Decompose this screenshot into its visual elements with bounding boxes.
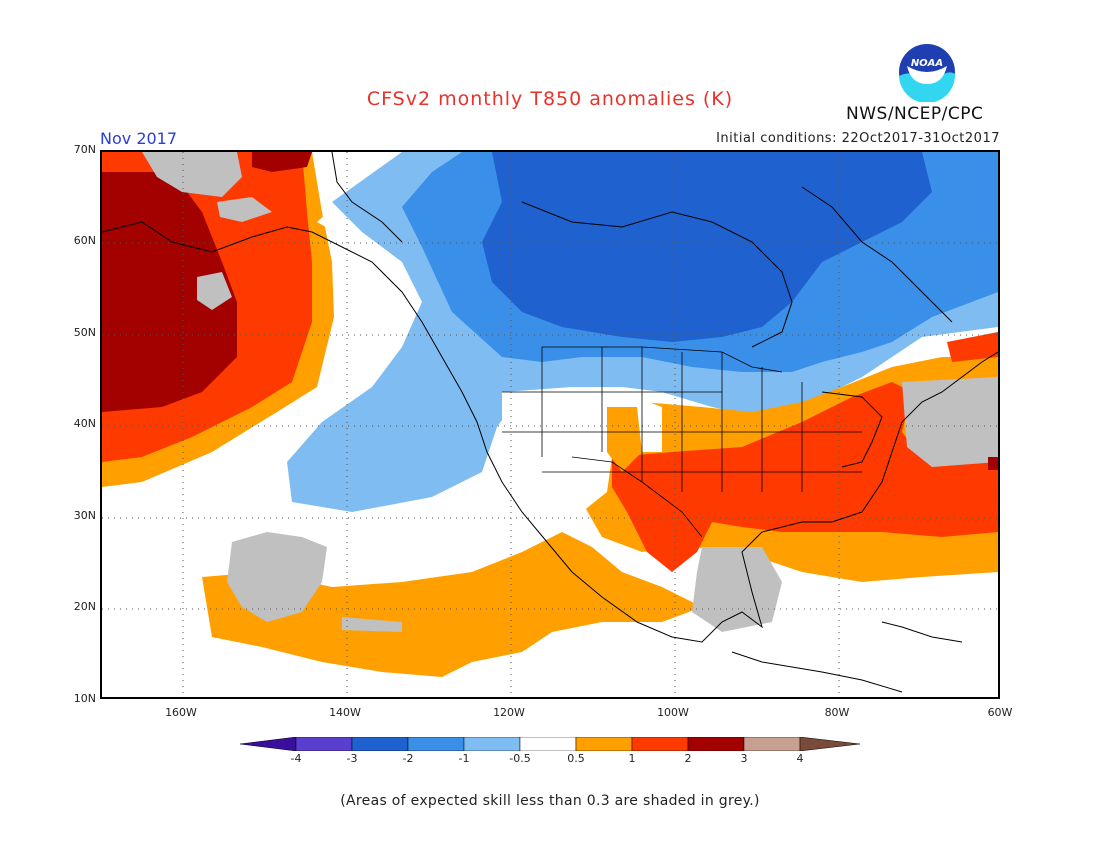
colorbar-tick-4: 4 [796, 752, 804, 765]
borders [502, 346, 862, 538]
colorbar-swatch-minus4-minus3 [295, 736, 353, 752]
lon-label-140w: 140W [329, 706, 361, 719]
colorbar-tick-minus4: -4 [290, 752, 302, 765]
colorbar-tick-minus3: -3 [346, 752, 358, 765]
colorbar-tick-minus0.5: -0.5 [509, 752, 531, 765]
colorbar-swatch-lt-minus4 [239, 736, 297, 752]
colorbar-swatch-minus2-minus1 [407, 736, 465, 752]
forecast-month-label: Nov 2017 [100, 129, 178, 148]
noaa-logo-text: NOAA [911, 58, 943, 69]
colorbar-tick-minus2: -2 [402, 752, 414, 765]
low-skill-alaska [142, 152, 242, 197]
lat-label-40n: 40N [73, 417, 96, 430]
low-skill-alaska-3 [217, 197, 272, 222]
chart-title: CFSv2 monthly T850 anomalies (K) [366, 88, 734, 110]
colorbar-tick-3: 3 [740, 752, 748, 765]
lon-label-160w: 160W [165, 706, 197, 719]
southwest-warm-patch [607, 407, 642, 472]
colorbar-swatch-minus1-minus0.5 [463, 736, 521, 752]
initial-conditions-label: Initial conditions: 22Oct2017-31Oct2017 [716, 131, 1000, 146]
agency-label: NWS/NCEP/CPC [846, 104, 984, 124]
colorbar-tick-minus1: -1 [458, 752, 470, 765]
coastlines [102, 152, 998, 693]
colorbar-swatch-2-3 [687, 736, 745, 752]
lat-label-70n: 70N [73, 143, 96, 156]
lon-label-60w: 60W [987, 706, 1013, 719]
alaska-anomaly-2-3 [252, 152, 312, 172]
low-skill-central-pacific [227, 532, 327, 622]
lat-label-10n: 10N [73, 692, 96, 705]
colorbar-swatch-neutral [519, 736, 577, 752]
pacific-anomaly-2-3 [102, 172, 237, 412]
low-skill-hawaii [342, 617, 402, 632]
lat-label-60n: 60N [73, 234, 96, 247]
low-skill-atlantic [902, 377, 998, 467]
tropical-anomaly-0.5-1 [202, 532, 702, 677]
lat-label-20n: 20N [73, 600, 96, 613]
atlantic-anomaly-2-3 [988, 457, 998, 470]
lon-label-80w: 80W [824, 706, 850, 719]
lon-label-100w: 100W [657, 706, 689, 719]
colorbar-tick-0.5: 0.5 [567, 752, 585, 765]
colorbar-swatch-minus3-minus2 [351, 736, 409, 752]
canada-anomaly-lt-2 [482, 152, 932, 342]
anomaly-map [100, 150, 1000, 699]
lat-label-30n: 30N [73, 509, 96, 522]
colorbar-tick-1: 1 [628, 752, 636, 765]
colorbar-swatch-0.5-1 [575, 736, 633, 752]
lon-label-120w: 120W [493, 706, 525, 719]
east-coast-warm-strip [947, 332, 998, 362]
colorbar-swatch-3-4 [743, 736, 801, 752]
low-skill-gulf [692, 547, 782, 632]
noaa-logo: NOAA [897, 42, 957, 106]
lat-label-50n: 50N [73, 326, 96, 339]
colorbar [239, 736, 862, 755]
low-skill-alaska-2 [197, 272, 232, 310]
east-us-anomaly-1-2 [612, 382, 998, 572]
colorbar-swatch-gt-4 [799, 736, 861, 752]
skill-footnote: (Areas of expected skill less than 0.3 a… [340, 793, 760, 809]
colorbar-tick-2: 2 [684, 752, 692, 765]
colorbar-swatch-1-2 [631, 736, 689, 752]
